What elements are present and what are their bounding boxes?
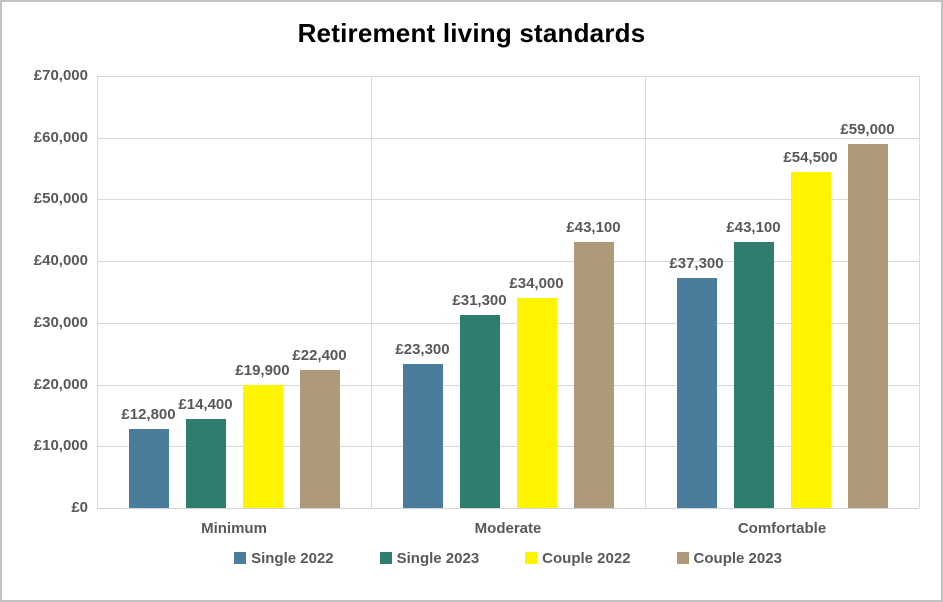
category-label-minimum: Minimum: [201, 520, 267, 537]
plot-border-right: [919, 76, 920, 508]
y-tick-label: £20,000: [33, 375, 88, 393]
legend-marker-single-2022: [234, 552, 247, 564]
bar-value-label-couple-2022-comfortable: £54,500: [783, 148, 838, 166]
y-tick-label: £30,000: [33, 313, 88, 331]
gridline-h: [97, 199, 919, 201]
bar-value-label-single-2022-moderate: £23,300: [395, 341, 450, 359]
legend: Single 2022 Single 2023 Couple 2022 Couple …: [97, 547, 919, 569]
bar-value-label-couple-2023-moderate: £43,100: [566, 219, 621, 236]
category-divider: [371, 76, 372, 508]
gridline-h: [97, 261, 919, 263]
bar-value-label-single-2022-comfortable: £37,300: [669, 254, 724, 272]
bar-value-label-single-2022-minimum: £12,800: [121, 406, 176, 423]
legend-item-couple-2022: Couple 2022: [525, 549, 631, 567]
bar-couple-2023-comfortable: [847, 143, 888, 508]
gridline-h: [97, 384, 919, 386]
legend-label-couple-2023: Couple 2023: [693, 549, 782, 567]
gridline-h: [97, 322, 919, 324]
bar-value-label-single-2023-comfortable: £43,100: [726, 219, 781, 236]
legend-label-single-2022: Single 2022: [251, 549, 334, 567]
x-axis-line: [97, 508, 919, 509]
bar-single-2022-comfortable: [676, 277, 717, 508]
bar-value-label-single-2023-minimum: £14,400: [178, 396, 233, 414]
legend-marker-couple-2022: [525, 552, 538, 564]
legend-item-single-2022: Single 2022: [234, 550, 334, 567]
category-label-comfortable: Comfortable: [737, 520, 827, 537]
bar-value-label-couple-2022-minimum: £19,900: [235, 362, 290, 380]
bar-single-2023-comfortable: [733, 242, 774, 508]
bar-couple-2023-moderate: [573, 242, 614, 508]
category-label-moderate: Moderate: [474, 520, 542, 537]
y-tick-label: £70,000: [33, 67, 88, 84]
bar-value-label-single-2023-moderate: £31,300: [452, 291, 507, 309]
bar-couple-2022-moderate: [516, 298, 557, 508]
chart-title: Retirement living standards: [297, 18, 646, 48]
legend-marker-single-2023: [379, 552, 392, 564]
bar-value-label-couple-2023-comfortable: £59,000: [840, 120, 895, 138]
legend-item-single-2023: Single 2023: [379, 549, 480, 567]
bar-couple-2022-minimum: [242, 385, 283, 508]
y-tick-label: £50,000: [33, 190, 88, 208]
bar-single-2023-moderate: [459, 314, 500, 508]
bar-couple-2023-minimum: [299, 369, 340, 508]
y-tick-label: £40,000: [33, 252, 88, 270]
category-divider: [645, 76, 646, 508]
gridline-h: [97, 137, 919, 139]
bar-value-label-couple-2023-minimum: £22,400: [292, 346, 347, 364]
gridline-h: [97, 446, 919, 448]
bar-single-2022-minimum: [128, 429, 169, 508]
legend-label-single-2023: Single 2023: [396, 549, 480, 567]
y-tick-label: £0: [71, 499, 88, 516]
bar-single-2022-moderate: [402, 364, 443, 508]
legend-marker-couple-2023: [676, 552, 689, 564]
legend-item-couple-2023: Couple 2023: [676, 549, 782, 567]
bar-single-2023-minimum: [185, 419, 226, 508]
gridline-h: [97, 76, 919, 77]
y-tick-label: £10,000: [33, 437, 88, 455]
bar-value-label-couple-2022-moderate: £34,000: [509, 275, 564, 293]
y-tick-label: £60,000: [33, 128, 88, 146]
plot-border-left: [97, 76, 98, 508]
bar-couple-2022-comfortable: [790, 171, 831, 508]
legend-label-couple-2022: Couple 2022: [542, 549, 631, 567]
